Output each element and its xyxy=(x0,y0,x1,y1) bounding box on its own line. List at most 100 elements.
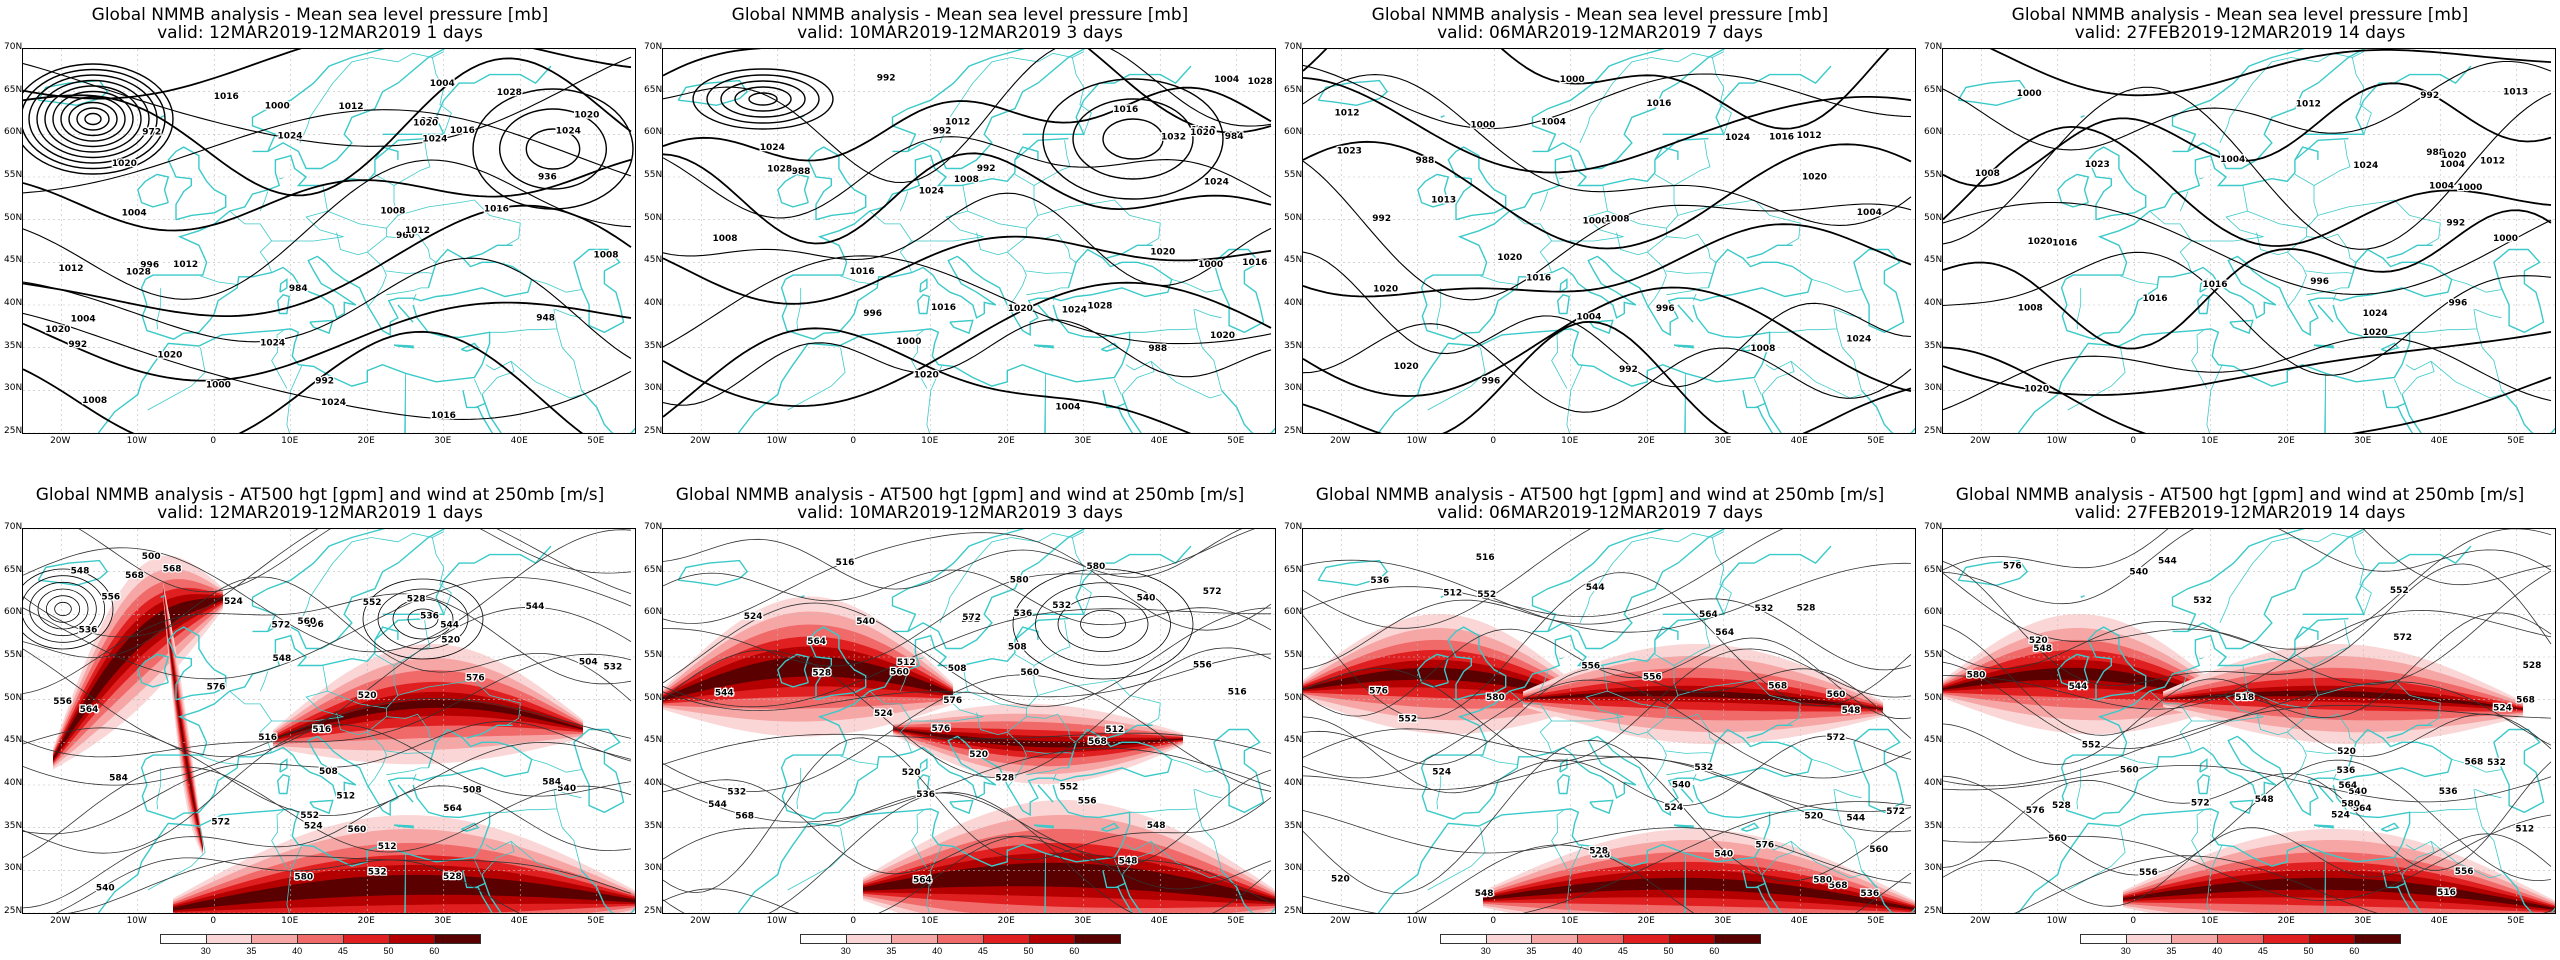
isoline xyxy=(23,159,632,300)
country-border xyxy=(2351,531,2372,615)
coastline xyxy=(2171,49,2366,170)
contour-label: 1020 xyxy=(413,119,438,129)
country-border xyxy=(386,233,437,263)
map-area: 508 512 516 520 524 528 532 536 540 544 548 552 556 5… xyxy=(662,528,1276,914)
map-canvas: 5245085045004965125165205285325365405445… xyxy=(23,529,635,913)
country-border xyxy=(2401,360,2435,395)
contour-label: 556 xyxy=(101,592,120,602)
latitude-label: 45N xyxy=(644,735,663,746)
contours xyxy=(663,529,1272,913)
colorbar-tick: 60 xyxy=(2349,946,2360,956)
contour-label: 992 xyxy=(1619,365,1638,375)
isoline xyxy=(1943,814,2552,901)
jet-wind-shading xyxy=(663,656,953,701)
contour-label: 512 xyxy=(378,842,397,852)
colorbar-swatch xyxy=(2308,934,2356,944)
contour-label: 572 xyxy=(1886,807,1905,817)
coastline xyxy=(2317,784,2334,803)
country-border xyxy=(869,690,913,753)
contour-label: 560 xyxy=(890,668,909,678)
country-border xyxy=(1646,251,1667,308)
contour-label: 1008 xyxy=(1975,169,2000,179)
colorbar-swatch xyxy=(845,934,893,944)
country-border xyxy=(481,360,515,395)
contour-label: 564 xyxy=(1715,628,1734,638)
country-border xyxy=(259,191,269,212)
contours xyxy=(1943,49,2552,433)
contour-labels: 508 512 516 520 524 528 532 536 540 544 548 552 556 5… xyxy=(707,557,1248,887)
colorbar-swatch xyxy=(251,934,299,944)
jet-wind-shading xyxy=(2123,869,2555,912)
map-area: 992 988 984 988 992 1000 1004 1008 1012 1016 1020 1… xyxy=(662,48,1276,434)
coastline xyxy=(393,824,414,829)
map-panel-1: Global NMMB analysis - Mean sea level pr… xyxy=(0,0,640,480)
coastline xyxy=(1102,390,1134,433)
panel-title-text: Global NMMB analysis - Mean sea level pr… xyxy=(731,5,1189,25)
country-border xyxy=(2306,233,2357,263)
country-border xyxy=(386,713,437,743)
coastline xyxy=(2381,342,2400,352)
isoline xyxy=(1943,331,2552,396)
coastline xyxy=(1101,822,1120,832)
contour-label: 1020 xyxy=(1150,247,1175,257)
country-border xyxy=(2179,671,2189,692)
jet-wind-shading xyxy=(273,699,583,740)
contour-label: 992 xyxy=(2446,219,2465,229)
country-border xyxy=(2191,810,2208,869)
map-canvas: 518 520 524 528 532 536 540 544 548 552 556 560 564 5… xyxy=(1303,529,1915,913)
map-area: 518 520 524 528 532 536 540 544 548 552 556 560 564 5… xyxy=(1302,528,1916,914)
latitude-label: 25N xyxy=(1284,426,1303,436)
country-border xyxy=(976,228,1027,256)
contour-label: 1004 xyxy=(2440,160,2465,170)
country-border xyxy=(286,844,303,913)
country-border xyxy=(1685,373,1686,433)
isoline xyxy=(1303,648,1912,762)
contour-label: 1000 xyxy=(265,101,290,111)
isoline xyxy=(1303,323,1912,413)
isoline xyxy=(663,737,1272,894)
contour-label: 528 xyxy=(407,595,426,605)
country-border xyxy=(1196,808,1222,871)
low-pressure-ring xyxy=(1072,98,1194,180)
contour-label: 572 xyxy=(962,613,981,623)
colorbar-swatch xyxy=(2217,934,2264,944)
coastline xyxy=(891,529,1086,650)
coastline xyxy=(1022,545,1192,615)
country-border xyxy=(1559,657,1564,660)
contour-label: 520 xyxy=(358,691,377,701)
country-border xyxy=(2067,347,2126,411)
isoline xyxy=(1303,598,1912,671)
coastline xyxy=(1746,724,1793,739)
country-border xyxy=(2305,270,2353,274)
country-border xyxy=(2409,309,2478,333)
longitude-label: 20E xyxy=(1637,436,1655,446)
country-border xyxy=(1811,759,1862,773)
country-border xyxy=(1121,840,1155,875)
contour-label: 520 xyxy=(902,768,921,778)
coastline xyxy=(1447,626,1507,701)
country-border xyxy=(2351,51,2372,135)
contour-label: 572 xyxy=(211,818,230,828)
country-border xyxy=(1684,857,1686,913)
latitude-label: 30N xyxy=(1924,863,1943,874)
jet-wind-shading xyxy=(1943,667,2223,700)
contour-label: 1008 xyxy=(713,234,738,244)
isoline xyxy=(23,330,584,433)
country-border xyxy=(1129,309,1198,333)
country-border xyxy=(1836,808,1862,871)
country-border xyxy=(840,755,878,765)
country-border xyxy=(1651,532,1713,543)
latitude-label: 60N xyxy=(644,127,663,138)
country-border xyxy=(2451,759,2502,773)
isoline xyxy=(1303,529,1784,618)
contour-label: 1024 xyxy=(1725,133,1750,143)
country-border xyxy=(531,759,582,773)
country-border xyxy=(1836,328,1862,391)
latitude-label: 40N xyxy=(4,298,23,308)
contour-label: 568 xyxy=(735,811,754,821)
colorbar-tick: 45 xyxy=(2257,946,2268,956)
isoline xyxy=(23,312,632,420)
isoline xyxy=(1303,728,1912,833)
contour-label: 580 xyxy=(1010,575,1029,585)
jet-wind-shading xyxy=(2163,690,2523,710)
